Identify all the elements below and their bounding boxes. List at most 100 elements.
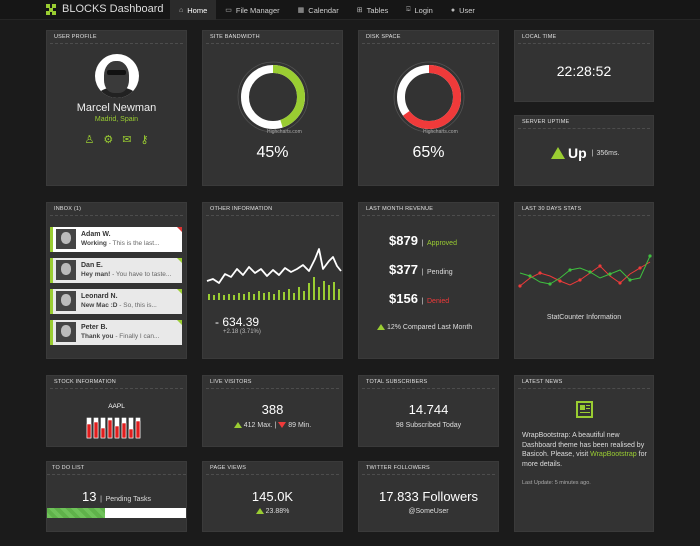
panel-title: Local Time bbox=[518, 31, 650, 44]
last-30-days-stats-panel: Last 30 Days Stats StatCounter Informati… bbox=[514, 202, 654, 359]
panel-title: Last 30 Days Stats bbox=[518, 203, 650, 216]
visitors-count: 388 bbox=[261, 402, 284, 417]
nav-user[interactable]: ● User bbox=[442, 0, 484, 20]
twitter-followers-panel: Twitter Followers 17.833 Followers @Some… bbox=[358, 461, 499, 532]
table-icon: ⊞ bbox=[356, 7, 363, 14]
profile-location: Madrid, Spain bbox=[94, 116, 139, 123]
message-subject: Hey man! bbox=[81, 271, 111, 278]
sender-avatar bbox=[56, 291, 76, 311]
revenue-pending: $377 | Pending bbox=[389, 262, 453, 277]
visitors-max: 412 Max. bbox=[243, 422, 273, 429]
uptime-ms: 356ms. bbox=[596, 149, 620, 157]
revenue-amount: $156 bbox=[389, 291, 418, 306]
local-time-value: 22:28:52 bbox=[556, 63, 612, 79]
user-icon: ● bbox=[450, 6, 456, 14]
home-icon: ⌂ bbox=[179, 6, 184, 14]
todo-count: 13 bbox=[82, 489, 97, 504]
revenue-status: Denied bbox=[427, 298, 450, 305]
to-do-list-panel: To Do List 13 | Pending Tasks bbox=[46, 461, 187, 532]
revenue-amount: $377 bbox=[389, 262, 418, 277]
folder-icon: ▭ bbox=[225, 7, 232, 14]
panel-title: Page Views bbox=[206, 462, 339, 475]
news-updated: Last Update: 5 minutes ago. bbox=[522, 480, 591, 486]
server-uptime-panel: Server Uptime Up | 356ms. bbox=[514, 115, 654, 186]
message-preview-text: - Finally I can... bbox=[113, 333, 160, 340]
inbox-message[interactable]: Adam W. Working - This is the last... bbox=[50, 227, 182, 252]
panel-title: Inbox (1) bbox=[50, 203, 183, 216]
inbox-message[interactable]: Leonard N. New Mac :D - So, this is... bbox=[50, 289, 182, 314]
disk-chart-credit: Highcharts.com bbox=[423, 129, 458, 135]
panel-title: Live Visitors bbox=[206, 376, 339, 389]
bandwidth-value: 45% bbox=[256, 144, 289, 161]
mail-icon[interactable]: ✉ bbox=[122, 134, 132, 146]
page-views-change: 23.88% bbox=[203, 508, 342, 515]
panel-title: Last Month Revenue bbox=[362, 203, 495, 216]
nav-login[interactable]: ⌺ Login bbox=[397, 0, 442, 20]
message-preview-text: - This is the last... bbox=[106, 240, 160, 247]
todo-label: Pending Tasks bbox=[105, 496, 151, 503]
main-nav: ⌂ Home ▭ File Manager ▦ Calendar ⊞ Tables ⌺ L… bbox=[170, 0, 484, 20]
nav-login-label: Login bbox=[414, 5, 433, 15]
profile-actions: ♙ ⚙ ✉ ⚷ bbox=[47, 133, 186, 146]
message-subject: Thank you bbox=[81, 333, 114, 340]
news-text: WrapBootstrap: A beautiful new Dashboard… bbox=[522, 432, 645, 458]
last-month-revenue-panel: Last Month Revenue $879 | Approved $377 … bbox=[358, 202, 499, 359]
nav-tables[interactable]: ⊞ Tables bbox=[348, 0, 398, 20]
key-icon[interactable]: ⚷ bbox=[140, 134, 149, 146]
nav-calendar[interactable]: ▦ Calendar bbox=[289, 0, 348, 20]
todo-progress-bar bbox=[47, 508, 186, 518]
other-info-change: +2.18 (3.71%) bbox=[223, 329, 261, 335]
brand[interactable]: BLOCKS Dashboard bbox=[46, 3, 164, 15]
sender-avatar bbox=[56, 229, 76, 249]
subscribers-today: 98 Subscribed Today bbox=[395, 422, 462, 429]
page-views-value: 145.0K bbox=[251, 489, 294, 504]
sender-avatar bbox=[56, 322, 76, 342]
user-icon[interactable]: ♙ bbox=[84, 134, 95, 146]
top-navbar: BLOCKS Dashboard ⌂ Home ▭ File Manager ▦ Ca… bbox=[0, 0, 700, 20]
message-sender: Adam W. bbox=[81, 231, 111, 238]
message-preview: Hey man! - You have to taste... bbox=[81, 271, 185, 278]
message-preview-text: - You have to taste... bbox=[110, 271, 172, 278]
uptime-up-icon bbox=[551, 147, 565, 159]
revenue-compare-text: 12% Compared Last Month bbox=[386, 324, 473, 331]
latest-news-panel: Latest News WrapBootstrap: A beautiful n… bbox=[514, 375, 654, 532]
subscribers-count: 14.744 bbox=[408, 402, 449, 417]
news-text-end: for more details. bbox=[522, 451, 647, 468]
gear-icon[interactable]: ⚙ bbox=[103, 134, 114, 146]
stock-ticker: AAPL bbox=[108, 403, 125, 410]
blocks-logo-icon bbox=[46, 3, 57, 15]
local-time-panel: Local Time 22:28:52 bbox=[514, 30, 654, 102]
message-subject: New Mac :D bbox=[81, 302, 118, 309]
nav-file-manager-label: File Manager bbox=[235, 5, 280, 15]
uptime-status-label: Up bbox=[568, 145, 587, 161]
bandwidth-donut-value bbox=[241, 65, 305, 129]
message-sender: Dan E. bbox=[81, 262, 103, 269]
panel-title: Server Uptime bbox=[518, 116, 650, 129]
todo-progress-fill bbox=[47, 508, 106, 518]
inbox-message[interactable]: Peter B. Thank you - Finally I can... bbox=[50, 320, 182, 345]
panel-title: Other Information bbox=[206, 203, 339, 216]
news-link[interactable]: WrapBootstrap bbox=[590, 451, 637, 458]
trend-up-icon bbox=[377, 324, 385, 331]
panel-title: Stock Information bbox=[50, 376, 183, 389]
message-preview: Working - This is the last... bbox=[81, 240, 185, 247]
panel-title: User Profile bbox=[50, 31, 183, 44]
bandwidth-chart-credit: Highcharts.com bbox=[267, 129, 302, 135]
nav-file-manager[interactable]: ▭ File Manager bbox=[216, 0, 288, 20]
stats-line-chart bbox=[518, 254, 652, 288]
sparkline-line bbox=[206, 248, 342, 284]
message-flag bbox=[177, 258, 182, 263]
revenue-approved: $879 | Approved bbox=[389, 233, 457, 248]
message-sender: Peter B. bbox=[81, 324, 108, 331]
stats-series-green bbox=[519, 255, 651, 285]
nav-user-label: User bbox=[459, 5, 475, 15]
nav-home[interactable]: ⌂ Home bbox=[170, 0, 217, 20]
message-preview-text: - So, this is... bbox=[117, 302, 157, 309]
other-information-panel: Other Information - 634.39 +2.18 (3.71%) bbox=[202, 202, 343, 359]
visitors-range: 412 Max. | 89 Min. bbox=[203, 422, 342, 429]
disk-donut bbox=[393, 61, 465, 133]
disk-donut-value bbox=[397, 65, 461, 129]
inbox-message[interactable]: Dan E. Hey man! - You have to taste... bbox=[50, 258, 182, 283]
panel-title: To Do List bbox=[47, 462, 186, 475]
message-preview: Thank you - Finally I can... bbox=[81, 333, 185, 340]
